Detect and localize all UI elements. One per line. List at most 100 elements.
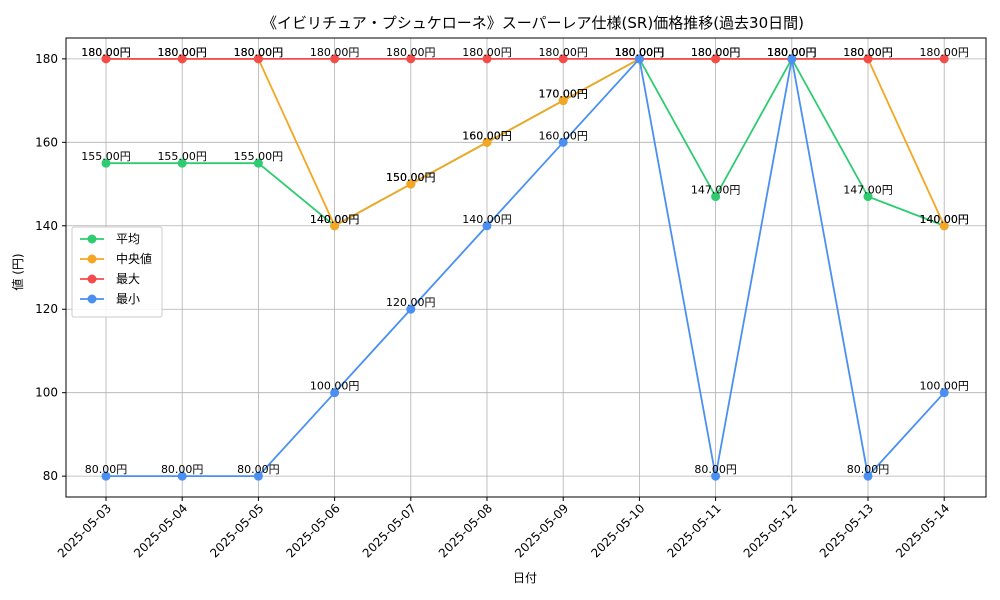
data-point xyxy=(482,221,492,231)
data-point xyxy=(711,192,721,202)
data-point xyxy=(558,54,568,64)
legend-swatch-marker xyxy=(87,294,97,304)
data-point xyxy=(558,96,568,106)
data-label: 180.00円 xyxy=(691,46,741,59)
grid xyxy=(66,38,986,497)
data-label: 170.00円 xyxy=(538,88,588,101)
data-label: 140.00円 xyxy=(310,213,360,226)
legend-swatch-marker xyxy=(87,254,97,264)
data-point xyxy=(253,158,263,168)
data-point xyxy=(634,54,644,64)
data-label: 160.00円 xyxy=(462,129,512,142)
data-label: 180.00円 xyxy=(919,46,969,59)
data-point xyxy=(177,471,187,481)
data-labels: 155.00円 155.00円 155.00円 140.00円 150.00円 160.0… xyxy=(81,46,969,476)
y-tick-label: 160 xyxy=(35,135,58,149)
data-point xyxy=(101,471,111,481)
x-tick-label: 2025-05-09 xyxy=(512,501,571,560)
data-label: 100.00円 xyxy=(310,380,360,393)
data-point xyxy=(330,221,340,231)
data-label: 180.00円 xyxy=(843,46,893,59)
data-label: 80.00円 xyxy=(694,463,737,476)
series-lines xyxy=(101,54,949,481)
data-point xyxy=(939,388,949,398)
data-label: 180.00円 xyxy=(538,46,588,59)
x-tick-label: 2025-05-04 xyxy=(131,501,190,560)
data-label: 180.00円 xyxy=(615,46,665,59)
data-label: 180.00円 xyxy=(767,46,817,59)
x-tick-label: 2025-05-11 xyxy=(665,501,724,560)
x-axis-title: 日付 xyxy=(513,571,537,585)
legend-swatch-marker xyxy=(87,274,97,284)
data-label: 180.00円 xyxy=(615,46,665,59)
data-label: 120.00円 xyxy=(386,296,436,309)
data-label: 155.00円 xyxy=(157,150,207,163)
data-label: 80.00円 xyxy=(161,463,204,476)
data-point xyxy=(482,137,492,147)
data-label: 170.00円 xyxy=(538,88,588,101)
data-point xyxy=(939,54,949,64)
data-point xyxy=(330,54,340,64)
data-label: 180.00円 xyxy=(691,46,741,59)
data-label: 180.00円 xyxy=(310,46,360,59)
data-label: 180.00円 xyxy=(615,46,665,59)
y-axis-title: 値 (円) xyxy=(10,253,25,290)
data-label: 140.00円 xyxy=(919,213,969,226)
data-label: 80.00円 xyxy=(847,463,890,476)
x-tick-label: 2025-05-13 xyxy=(817,501,876,560)
legend-box xyxy=(71,226,163,318)
data-label: 147.00円 xyxy=(843,184,893,197)
y-tick-label: 100 xyxy=(35,386,58,400)
data-label: 180.00円 xyxy=(234,46,284,59)
data-point xyxy=(177,54,187,64)
data-label: 180.00円 xyxy=(81,46,131,59)
data-point xyxy=(101,54,111,64)
x-tick-label: 2025-05-10 xyxy=(588,501,647,560)
data-point xyxy=(101,158,111,168)
data-label: 155.00円 xyxy=(234,150,284,163)
data-point xyxy=(406,54,416,64)
chart-title: 《イビリチュア・プシュケローネ》スーパーレア仕様(SR)価格推移(過去30日間) xyxy=(262,14,804,32)
x-tick-label: 2025-05-06 xyxy=(284,501,343,560)
legend-label: 最大 xyxy=(116,272,140,286)
data-point xyxy=(253,471,263,481)
data-point xyxy=(482,54,492,64)
legend-label: 最小 xyxy=(116,292,140,306)
y-tick-label: 120 xyxy=(35,302,58,316)
y-tick-label: 180 xyxy=(35,52,58,66)
data-label: 140.00円 xyxy=(919,213,969,226)
data-point xyxy=(939,221,949,231)
data-label: 180.00円 xyxy=(157,46,207,59)
x-tick-label: 2025-05-07 xyxy=(360,501,419,560)
data-label: 180.00円 xyxy=(81,46,131,59)
data-point xyxy=(863,192,873,202)
data-label: 147.00円 xyxy=(691,184,741,197)
data-point xyxy=(406,179,416,189)
data-point xyxy=(406,304,416,314)
data-label: 180.00円 xyxy=(843,46,893,59)
data-point xyxy=(711,54,721,64)
data-label: 160.00円 xyxy=(462,129,512,142)
legend-label: 中央値 xyxy=(116,251,152,266)
x-tick-label: 2025-05-03 xyxy=(55,501,114,560)
x-tick-label: 2025-05-12 xyxy=(741,501,800,560)
data-point xyxy=(787,54,797,64)
data-label: 180.00円 xyxy=(462,46,512,59)
data-point xyxy=(177,158,187,168)
data-label: 100.00円 xyxy=(919,380,969,393)
data-point xyxy=(863,471,873,481)
legend-label: 平均 xyxy=(116,232,140,246)
y-tick-label: 140 xyxy=(35,219,58,233)
data-label: 180.00円 xyxy=(767,46,817,59)
data-label: 150.00円 xyxy=(386,171,436,184)
x-tick-label: 2025-05-08 xyxy=(436,501,495,560)
plot-frame xyxy=(65,37,987,498)
data-label: 180.00円 xyxy=(234,46,284,59)
data-label: 180.00円 xyxy=(767,46,817,59)
axes: 2025-05-03 2025-05-04 2025-05-05 2025-05-06… xyxy=(35,37,987,560)
series-line xyxy=(106,56,945,479)
data-point xyxy=(253,54,263,64)
data-label: 180.00円 xyxy=(615,46,665,59)
